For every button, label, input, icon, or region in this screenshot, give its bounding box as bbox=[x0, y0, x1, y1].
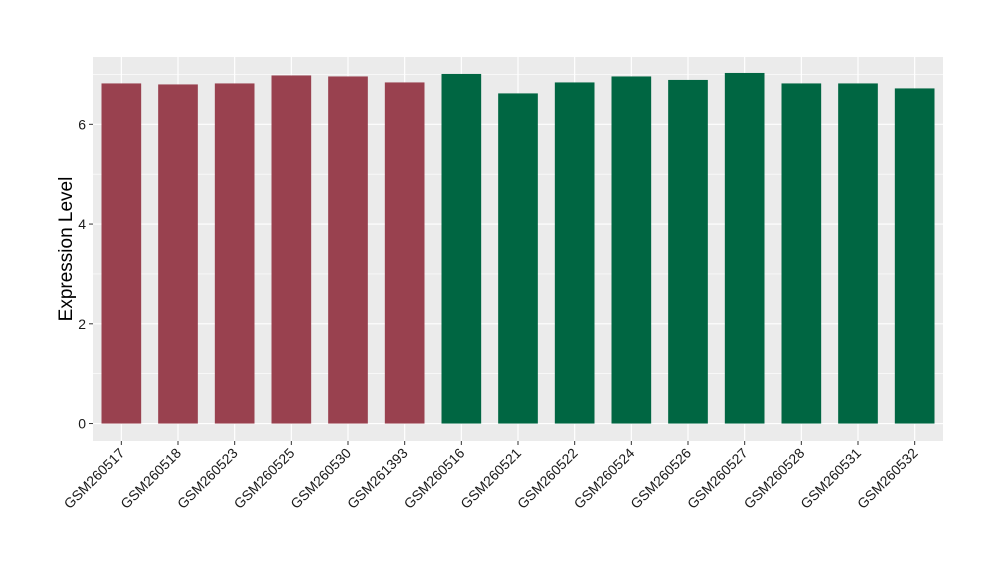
bar-GSM260524 bbox=[611, 76, 652, 424]
bar-GSM260532 bbox=[894, 88, 935, 424]
x-tick-label: GSM260532 bbox=[854, 445, 921, 512]
bar-GSM260518 bbox=[158, 84, 198, 424]
bar-GSM260522 bbox=[554, 82, 595, 424]
y-tick-label: 4 bbox=[78, 216, 86, 232]
bar-GSM260516 bbox=[441, 73, 482, 424]
y-axis-title: Expression Level bbox=[56, 177, 77, 322]
y-axis: 0 2 4 6 bbox=[78, 116, 93, 432]
x-axis: GSM260517GSM260518GSM260523GSM260525GSM2… bbox=[61, 441, 921, 512]
bar-GSM260525 bbox=[271, 75, 312, 424]
y-tick-label: 6 bbox=[78, 116, 86, 132]
bar-GSM260530 bbox=[328, 76, 368, 424]
y-tick-label: 2 bbox=[78, 316, 86, 332]
bar-GSM260526 bbox=[668, 79, 708, 424]
y-tick-label: 0 bbox=[78, 416, 86, 432]
bar-GSM260523 bbox=[214, 83, 255, 424]
bar-GSM261393 bbox=[384, 82, 425, 424]
bar-GSM260531 bbox=[838, 83, 878, 424]
bars-group bbox=[101, 72, 935, 424]
bar-GSM260517 bbox=[101, 83, 142, 424]
bar-GSM260521 bbox=[498, 93, 538, 424]
bar-GSM260527 bbox=[724, 72, 765, 424]
bar-GSM260528 bbox=[781, 83, 822, 424]
